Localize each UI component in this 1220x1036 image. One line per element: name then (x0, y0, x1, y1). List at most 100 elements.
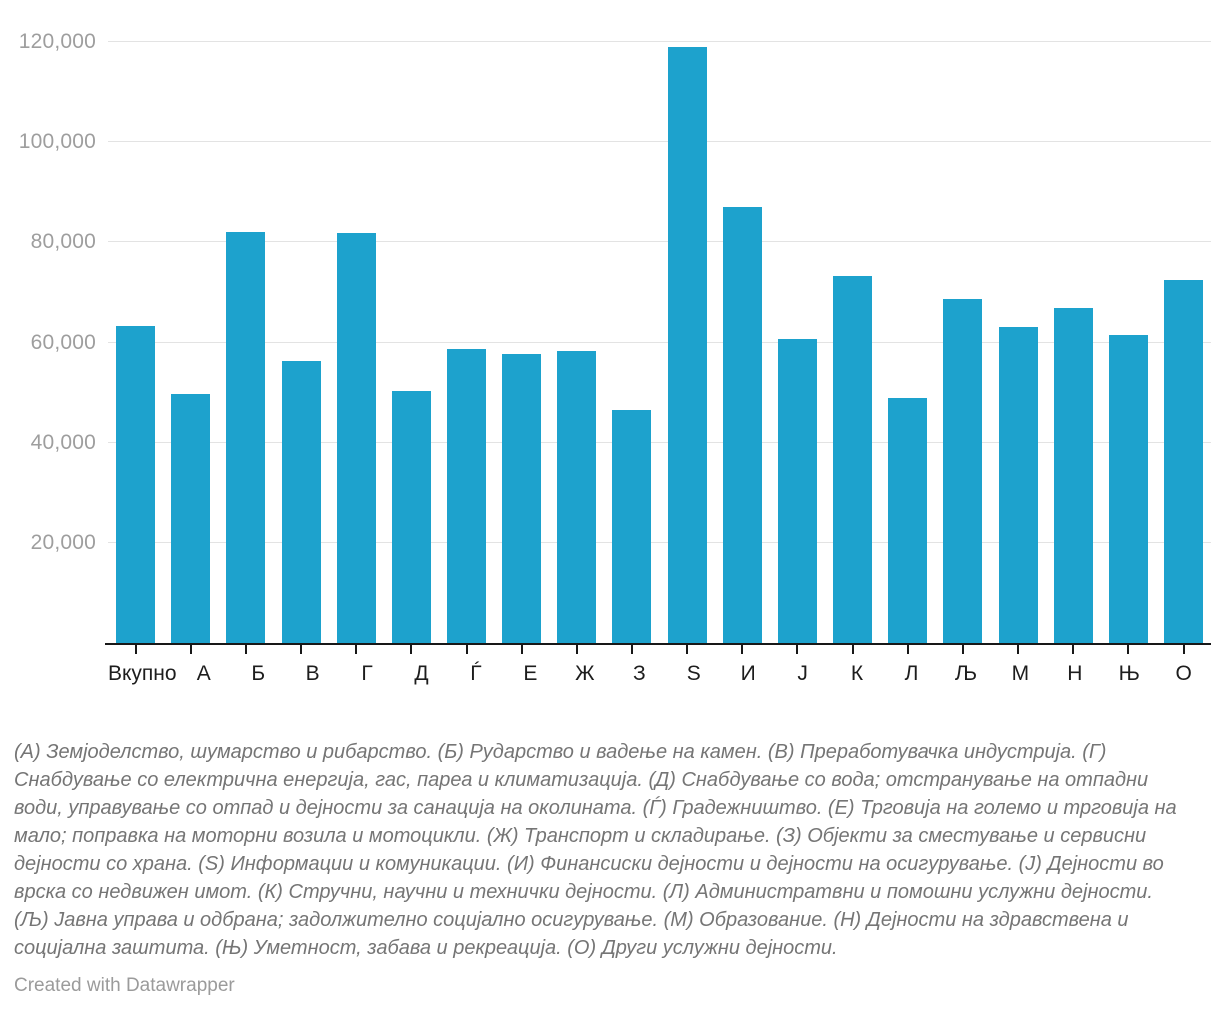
bar-Њ[interactable] (1108, 335, 1148, 643)
bar-cell (935, 0, 990, 643)
x-tick (851, 645, 854, 654)
plot-area (108, 0, 1211, 643)
bar-Ј[interactable] (777, 338, 817, 643)
x-tick (796, 645, 799, 654)
bar-Е[interactable] (502, 354, 542, 643)
x-label-cell: Ј (775, 662, 829, 686)
bar-Љ[interactable] (943, 298, 983, 643)
bar-Ѓ[interactable] (447, 349, 487, 643)
legend-footnote: (А) Земјоделство, шумарство и рибарство.… (14, 741, 1177, 959)
y-tick-label: 60,000 (30, 330, 96, 354)
x-label-Љ: Љ (954, 662, 978, 685)
datawrapper-credit[interactable]: Created with Datawrapper (14, 975, 235, 996)
bar-cell (273, 0, 328, 643)
gridline-60000 (108, 341, 1211, 343)
x-tick (575, 645, 578, 654)
bar-К[interactable] (833, 275, 873, 643)
bar-Ѕ[interactable] (667, 47, 707, 643)
x-label-cell: Д (394, 662, 448, 686)
bar-cell (108, 0, 163, 643)
x-label-cell: К (830, 662, 884, 686)
tick-cell (825, 645, 880, 654)
tick-cell (604, 645, 659, 654)
x-label-cell: Њ (1102, 662, 1156, 686)
x-tick (300, 645, 303, 654)
x-tick (1017, 645, 1020, 654)
x-label-З: З (632, 662, 646, 685)
x-label-cell: Ѕ (667, 662, 721, 686)
bar-Д[interactable] (391, 390, 431, 643)
x-label-О: О (1175, 662, 1192, 685)
tick-cell (880, 645, 935, 654)
tick-cell (715, 645, 770, 654)
bar-Г[interactable] (336, 232, 376, 643)
bar-cell (329, 0, 384, 643)
bar-cell (439, 0, 494, 643)
x-label-М: М (1011, 662, 1030, 685)
x-tick (686, 645, 689, 654)
x-axis-ticks (108, 645, 1211, 654)
y-tick-label: 120,000 (18, 30, 96, 53)
x-tick (244, 645, 247, 654)
x-tick (630, 645, 633, 654)
bar-Вкупно[interactable] (116, 326, 156, 643)
x-label-Н: Н (1067, 662, 1083, 685)
x-label-cell: И (721, 662, 775, 686)
x-label-Е: Е (523, 662, 538, 685)
bar-cell (163, 0, 218, 643)
x-tick (520, 645, 523, 654)
bar-cell (1156, 0, 1211, 643)
bar-cell (604, 0, 659, 643)
bar-cell (715, 0, 770, 643)
x-tick (1127, 645, 1130, 654)
tick-cell (329, 645, 384, 654)
bar-cell (1101, 0, 1156, 643)
x-label-А: А (196, 662, 211, 685)
y-tick-label: 20,000 (30, 530, 96, 554)
x-label-cell: О (1156, 662, 1210, 686)
bar-cell (770, 0, 825, 643)
bar-О[interactable] (1164, 280, 1204, 643)
bar-Б[interactable] (226, 231, 266, 643)
bar-cell (494, 0, 549, 643)
x-tick (961, 645, 964, 654)
bar-И[interactable] (722, 207, 762, 643)
x-tick (741, 645, 744, 654)
bar-В[interactable] (281, 360, 321, 643)
x-label-cell: Б (231, 662, 285, 686)
tick-cell (1156, 645, 1211, 654)
x-label-Л: Л (904, 662, 919, 685)
x-label-cell: Г (340, 662, 394, 686)
x-label-Ј: Ј (797, 662, 808, 685)
tick-cell (163, 645, 218, 654)
bar-chart: 20,000 40,000 60,000 80,000 100,000 120,000 В… (18, 0, 1211, 686)
x-label-cell: Љ (939, 662, 993, 686)
x-axis-line (105, 643, 1211, 645)
y-tick-label: 100,000 (18, 130, 96, 154)
tick-cell (384, 645, 439, 654)
x-label-cell: Е (503, 662, 557, 686)
x-tick (134, 645, 137, 654)
gridline-80000 (108, 241, 1211, 243)
x-tick (189, 645, 192, 654)
x-label-cell: Вкупно (108, 662, 177, 686)
bar-cell (825, 0, 880, 643)
bars-row (108, 0, 1211, 643)
tick-cell (660, 645, 715, 654)
bar-Л[interactable] (888, 397, 928, 643)
x-label-Д: Д (414, 662, 429, 685)
bar-З[interactable] (612, 410, 652, 643)
bar-А[interactable] (171, 394, 211, 643)
x-label-Вкупно: Вкупно (108, 662, 177, 685)
x-label-cell: А (177, 662, 231, 686)
bar-cell (880, 0, 935, 643)
x-label-cell: Н (1048, 662, 1102, 686)
bar-Н[interactable] (1053, 308, 1093, 643)
tick-cell (494, 645, 549, 654)
bar-Ж[interactable] (557, 350, 597, 643)
bar-М[interactable] (998, 327, 1038, 643)
bar-cell (991, 0, 1046, 643)
x-label-cell: Ж (558, 662, 612, 686)
x-label-cell: З (612, 662, 666, 686)
x-label-cell: М (993, 662, 1047, 686)
